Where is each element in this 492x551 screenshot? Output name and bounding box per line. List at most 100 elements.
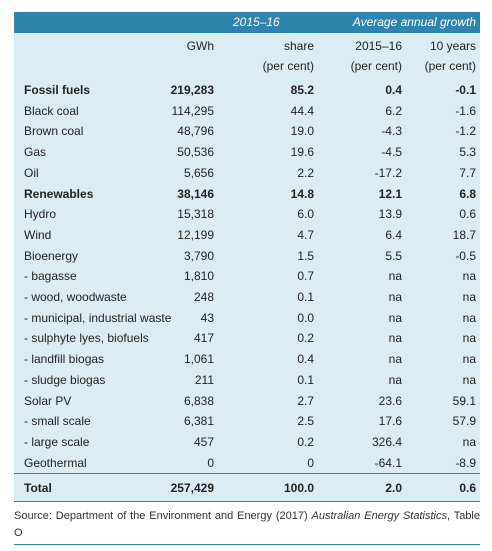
row-label: - large scale	[24, 434, 90, 449]
row-share: 0.2	[297, 434, 314, 449]
table-row: - sludge biogas 211 0.1 na na	[14, 370, 480, 390]
row-label: Brown coal	[24, 124, 84, 139]
row-growth-10y: na	[462, 352, 476, 367]
row-growth-1516: 326.4	[371, 434, 402, 449]
row-share: 0.1	[297, 372, 314, 387]
row-gwh: 219,283	[170, 83, 214, 97]
row-share: 44.4	[290, 103, 314, 118]
col-growth-10y-unit: (per cent)	[424, 59, 476, 73]
row-gwh: 48,796	[177, 124, 214, 139]
row-label: - sulphyte lyes, biofuels	[24, 331, 149, 346]
subheader-units-row: GWh share 2015–16 10 years	[14, 36, 480, 56]
total-growth-1516: 2.0	[385, 481, 402, 495]
row-gwh: 6,381	[183, 414, 214, 429]
table-row: - large scale 457 0.2 326.4 na	[14, 432, 480, 452]
row-label: - landfill biogas	[24, 352, 105, 367]
row-growth-1516: -17.2	[374, 165, 402, 180]
row-growth-10y: 18.7	[452, 227, 476, 242]
row-growth-10y: -8.9	[455, 455, 476, 470]
row-growth-10y: 57.9	[452, 414, 476, 429]
row-label: - sludge biogas	[24, 372, 106, 387]
row-label: Geothermal	[24, 455, 87, 470]
row-growth-10y: na	[462, 434, 476, 449]
row-growth-1516: na	[388, 310, 402, 325]
header-group-2015-16: 2015–16	[233, 15, 280, 29]
col-growth-1516-unit: (per cent)	[350, 59, 402, 73]
row-growth-10y: na	[462, 310, 476, 325]
table-row: - sulphyte lyes, biofuels 417 0.2 na na	[14, 328, 480, 348]
row-label: - municipal, industrial waste	[24, 310, 172, 325]
table-row: Bioenergy 3,790 1.5 5.5 -0.5	[14, 246, 480, 266]
row-gwh: 248	[193, 290, 214, 304]
row-growth-10y: na	[462, 372, 476, 387]
col-share-header: share	[283, 39, 314, 53]
row-growth-1516: na	[388, 372, 402, 387]
table-row: Black coal 114,295 44.4 6.2 -1.6	[14, 101, 480, 121]
table-row: - wood, woodwaste 248 0.1 na na	[14, 287, 480, 307]
row-gwh: 5,656	[183, 165, 214, 180]
col-gwh-header: GWh	[186, 39, 214, 53]
row-gwh: 211	[194, 372, 214, 387]
subheader-percent-row: (per cent) (per cent) (per cent)	[14, 56, 480, 76]
row-growth-10y: -0.5	[455, 248, 476, 263]
row-label: Black coal	[24, 103, 79, 118]
row-growth-10y: -0.1	[455, 83, 476, 97]
row-growth-10y: 7.7	[459, 165, 476, 180]
row-share: 1.5	[297, 248, 314, 263]
row-label: - bagasse	[24, 269, 77, 284]
row-growth-1516: 12.1	[378, 186, 402, 201]
table-row: - municipal, industrial waste 43 0.0 na na	[14, 308, 480, 328]
table-row: Fossil fuels 219,283 85.2 0.4 -0.1	[14, 80, 480, 100]
row-share: 4.7	[297, 227, 314, 242]
row-growth-1516: na	[388, 352, 402, 367]
row-share: 0.1	[297, 290, 314, 304]
row-growth-1516: na	[388, 290, 402, 304]
row-gwh: 1,061	[183, 352, 214, 367]
header-group-growth: Average annual growth	[352, 15, 476, 29]
source-note: Source: Department of the Environment an…	[14, 508, 480, 542]
col-growth-10y-header: 10 years	[429, 39, 476, 53]
row-label: - small scale	[24, 414, 91, 429]
row-gwh: 38,146	[177, 186, 214, 201]
row-share: 2.5	[297, 414, 314, 429]
row-growth-10y: 5.3	[459, 145, 476, 160]
table-row: Oil 5,656 2.2 -17.2 7.7	[14, 163, 480, 183]
total-share: 100.0	[283, 481, 314, 495]
row-growth-10y: na	[462, 290, 476, 304]
row-gwh: 0	[207, 455, 214, 470]
row-gwh: 50,536	[177, 145, 214, 160]
row-gwh: 15,318	[177, 207, 214, 222]
table-row: Gas 50,536 19.6 -4.5 5.3	[14, 142, 480, 162]
row-growth-10y: 6.8	[459, 186, 476, 201]
table-row: - small scale 6,381 2.5 17.6 57.9	[14, 411, 480, 431]
row-label: - wood, woodwaste	[24, 290, 127, 304]
row-label: Hydro	[24, 207, 57, 222]
table-row: Geothermal 0 0 -64.1 -8.9	[14, 453, 480, 473]
row-label: Bioenergy	[24, 248, 79, 263]
row-growth-10y: na	[462, 331, 476, 346]
table-row: Solar PV 6,838 2.7 23.6 59.1	[14, 391, 480, 411]
row-label: Fossil fuels	[24, 83, 91, 97]
row-growth-1516: na	[388, 331, 402, 346]
row-share: 2.2	[297, 165, 314, 180]
row-growth-1516: 0.4	[385, 83, 402, 97]
row-gwh: 457	[193, 434, 214, 449]
row-growth-10y: 59.1	[452, 393, 476, 408]
row-label: Oil	[24, 165, 39, 180]
row-growth-1516: 6.2	[385, 103, 402, 118]
row-growth-1516: 13.9	[378, 207, 402, 222]
row-growth-1516: -4.3	[381, 124, 402, 139]
table-header: 2015–16 Average annual growth	[14, 12, 480, 33]
row-growth-1516: 23.6	[378, 393, 402, 408]
row-gwh: 417	[193, 331, 214, 346]
row-growth-1516: 17.6	[378, 414, 402, 429]
row-label: Wind	[24, 227, 52, 242]
row-growth-1516: 5.5	[385, 248, 402, 263]
row-growth-1516: 6.4	[385, 227, 402, 242]
row-share: 0.2	[297, 331, 314, 346]
row-growth-1516: -4.5	[381, 145, 402, 160]
row-label: Gas	[24, 145, 47, 160]
row-gwh: 3,790	[183, 248, 214, 263]
row-share: 0.0	[297, 310, 314, 325]
